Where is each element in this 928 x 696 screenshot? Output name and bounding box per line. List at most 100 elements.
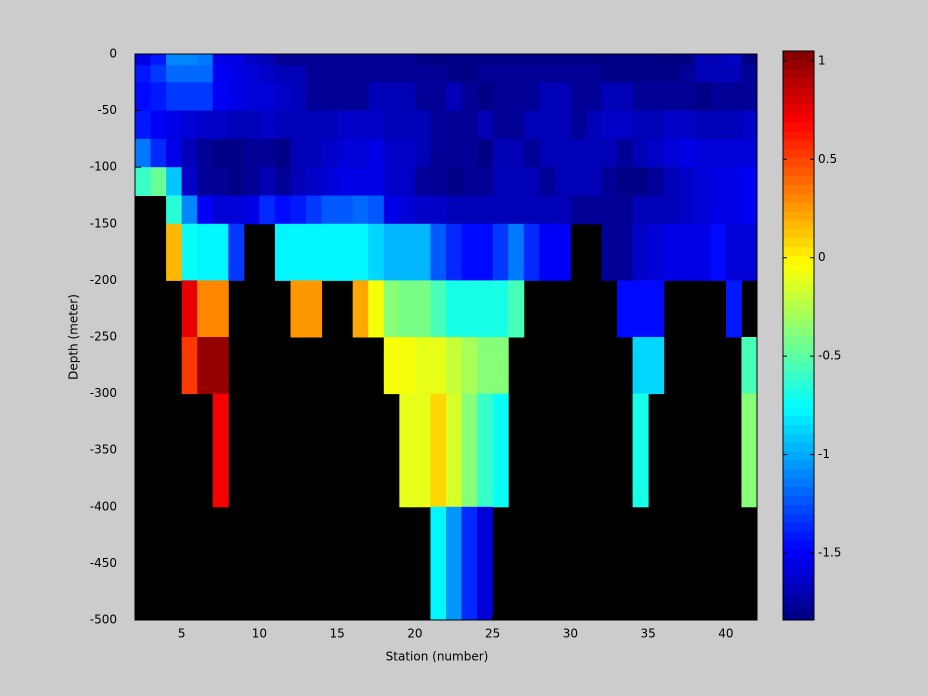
cell <box>166 195 183 225</box>
cell <box>694 138 711 168</box>
cell <box>601 223 618 281</box>
cell <box>337 110 354 140</box>
cell <box>725 65 742 83</box>
x-tick-label: 15 <box>330 627 345 641</box>
cell <box>570 65 587 83</box>
cell <box>461 82 478 112</box>
cell <box>617 280 634 338</box>
cell <box>368 110 385 140</box>
cell <box>212 54 229 66</box>
cell <box>461 280 478 338</box>
cell <box>508 167 525 196</box>
cell <box>430 195 447 225</box>
cell <box>274 110 291 140</box>
cell <box>648 280 665 338</box>
colorbar-swatch <box>783 388 814 399</box>
colorbar-swatch <box>783 228 814 239</box>
cell <box>446 65 463 83</box>
cell <box>368 167 385 196</box>
cell <box>725 138 742 168</box>
cell <box>399 54 416 66</box>
cell <box>414 82 431 112</box>
cell <box>617 54 634 66</box>
cell <box>259 65 276 83</box>
cell <box>150 54 167 66</box>
cell <box>461 110 478 140</box>
cell <box>492 337 509 395</box>
cell <box>663 195 680 225</box>
cell <box>274 223 291 281</box>
cell <box>399 110 416 140</box>
cell <box>399 393 416 508</box>
cell <box>648 110 665 140</box>
cell <box>492 223 509 281</box>
colorbar-swatch <box>783 122 814 132</box>
cell <box>414 223 431 281</box>
cell <box>243 65 260 83</box>
cell <box>337 195 354 225</box>
colorbar-swatch <box>783 104 814 114</box>
cell <box>710 54 727 66</box>
cell <box>585 65 602 83</box>
cell <box>492 280 509 338</box>
cell <box>150 167 167 196</box>
cell <box>430 393 447 508</box>
cell <box>554 167 571 196</box>
cell <box>570 138 587 168</box>
cell <box>290 110 307 140</box>
cell <box>321 167 338 196</box>
cell <box>399 167 416 196</box>
cell <box>741 54 758 66</box>
cell <box>477 195 494 225</box>
cell <box>601 65 618 83</box>
colorbar-tick-label: 0 <box>818 250 826 264</box>
colorbar-swatch <box>783 371 814 381</box>
cell <box>383 54 400 66</box>
cell <box>492 82 509 112</box>
colorbar-swatch <box>783 299 814 310</box>
cell <box>274 195 291 225</box>
cell <box>243 54 260 66</box>
colorbar-swatch <box>783 602 814 612</box>
cell <box>461 167 478 196</box>
cell <box>150 110 167 140</box>
y-tick-label: 0 <box>109 47 117 61</box>
cell <box>430 167 447 196</box>
y-tick-label: -200 <box>90 273 117 287</box>
colorbar-swatch <box>783 397 814 408</box>
cell <box>337 82 354 112</box>
cell <box>710 82 727 112</box>
cell <box>274 65 291 83</box>
cell <box>446 82 463 112</box>
cell <box>694 167 711 196</box>
cell <box>461 138 478 168</box>
colorbar-swatch <box>783 193 814 203</box>
cell <box>492 110 509 140</box>
cell <box>166 138 183 168</box>
colorbar-swatch <box>783 468 814 479</box>
cell <box>554 110 571 140</box>
cell <box>617 138 634 168</box>
cell <box>228 65 245 83</box>
cell <box>181 82 198 112</box>
cell <box>508 280 525 338</box>
cell <box>741 65 758 83</box>
cell <box>632 138 649 168</box>
colorbar-swatch <box>783 86 814 96</box>
cell <box>274 82 291 112</box>
cell <box>539 138 556 168</box>
cell <box>321 223 338 281</box>
cell <box>166 54 183 66</box>
colorbar-swatch <box>783 264 814 274</box>
cell <box>368 223 385 281</box>
cell <box>399 65 416 83</box>
cell <box>446 337 463 395</box>
cell <box>290 195 307 225</box>
cell <box>446 110 463 140</box>
cell <box>570 82 587 112</box>
cell <box>399 195 416 225</box>
cell <box>212 223 229 281</box>
colorbar-swatch <box>783 611 814 621</box>
colorbar-swatch <box>783 442 814 452</box>
cell <box>523 82 540 112</box>
